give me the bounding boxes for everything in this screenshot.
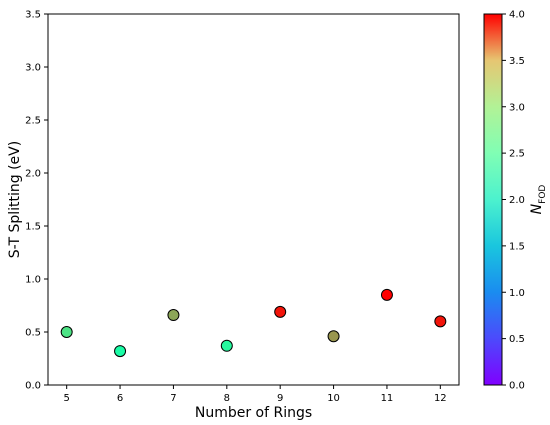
colorbar [483, 13, 503, 386]
data-point [274, 305, 287, 318]
y-tick-label: 3.5 [25, 10, 41, 21]
data-point [380, 288, 393, 301]
x-tick-label: 11 [381, 393, 394, 404]
colorbar-tick-label: 1.0 [509, 288, 525, 299]
data-point [434, 315, 447, 328]
colorbar-tick-label: 0.0 [509, 381, 525, 392]
x-tick-label: 12 [434, 393, 447, 404]
colorbar-tick-label: 3.5 [509, 56, 525, 67]
data-points [60, 288, 447, 358]
y-tick-label: 3.0 [25, 63, 41, 74]
y-axis-ticks: 0.0 0.5 1.0 1.5 2.0 2.5 3.0 3.5 [25, 10, 48, 392]
plot-area [47, 13, 460, 386]
y-tick-label: 2.0 [25, 169, 41, 180]
data-point [167, 309, 180, 322]
y-tick-label: 0.0 [25, 381, 41, 392]
x-tick-label: 6 [117, 393, 123, 404]
x-tick-label: 5 [63, 393, 69, 404]
colorbar-tick-label: 2.0 [509, 195, 525, 206]
data-point [60, 326, 73, 338]
y-tick-label: 1.0 [25, 275, 41, 286]
colorbar-tick-label: 0.5 [509, 334, 525, 345]
colorbar-ticks: 0.0 0.5 1.0 1.5 2.0 2.5 3.0 3.5 4.0 [502, 10, 525, 392]
x-tick-label: 7 [170, 393, 176, 404]
data-point [327, 330, 340, 343]
colorbar-tick-label: 4.0 [509, 10, 525, 21]
y-axis-label: S-T Splitting (eV) [7, 141, 23, 258]
data-point [114, 345, 127, 358]
colorbar-label-main: N [529, 203, 545, 214]
y-tick-label: 0.5 [25, 328, 41, 339]
colorbar-tick-label: 1.5 [509, 241, 525, 252]
data-point [220, 339, 233, 352]
colorbar-label: NFOD [529, 185, 548, 215]
x-axis-ticks: 5 6 7 8 9 10 11 12 [63, 385, 447, 404]
colorbar-tick-label: 3.0 [509, 102, 525, 113]
x-tick-label: 9 [277, 393, 283, 404]
y-tick-label: 1.5 [25, 222, 41, 233]
y-tick-label: 2.5 [25, 116, 41, 127]
x-axis-label: Number of Rings [195, 405, 312, 421]
colorbar-label-sub: FOD [538, 185, 548, 204]
x-tick-label: 8 [224, 393, 230, 404]
x-tick-label: 10 [327, 393, 340, 404]
colorbar-tick-label: 2.5 [509, 149, 525, 160]
